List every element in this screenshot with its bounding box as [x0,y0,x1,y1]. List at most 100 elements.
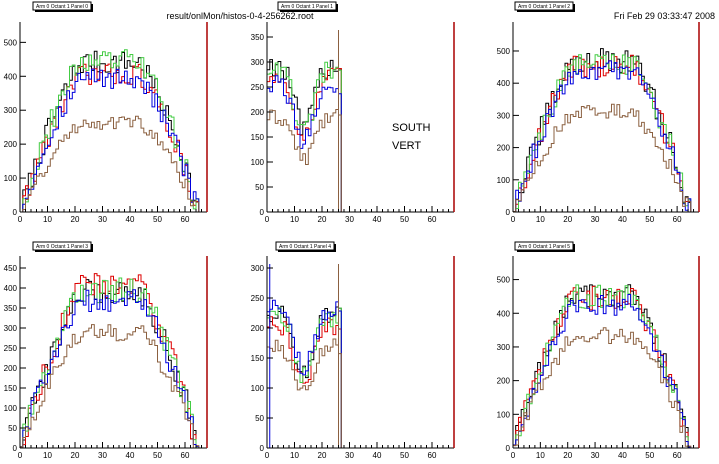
x-tick-label: 20 [318,215,327,224]
y-tick-label: 200 [4,140,18,149]
y-tick-label: 250 [251,294,265,303]
histogram-series-blue [266,75,342,212]
y-tick-label: 200 [497,144,511,153]
orientation-label: VERT [392,140,421,152]
y-tick-label: 100 [4,174,18,183]
y-tick-label: 100 [497,176,511,185]
histogram-series-black [20,50,200,213]
x-tick-label: 0 [265,451,270,460]
x-tick-label: 0 [511,451,516,460]
y-tick-label: 200 [251,324,265,333]
histogram-series-blue [19,289,200,448]
x-tick-label: 40 [373,215,382,224]
y-tick-label: 150 [251,354,265,363]
histogram-series-black [513,48,692,213]
y-tick-label: 400 [4,284,18,293]
x-tick-label: 50 [400,451,409,460]
histogram-series-green [512,54,692,213]
x-tick-label: 30 [98,215,107,224]
x-tick-label: 30 [591,451,600,460]
histogram-series-blue [512,60,692,212]
histogram-series-brown [20,115,200,213]
y-tick-label: 100 [251,158,265,167]
y-tick-label: 200 [4,364,18,373]
file-label: result/onlMon/histos-0-4-256262.root [166,11,314,21]
panel-title: Arm 0 Octant 1 Panel 2 [518,4,570,10]
x-tick-label: 60 [181,215,190,224]
x-tick-label: 40 [126,215,135,224]
panel-title: Arm 0 Octant 1 Panel 5 [518,244,570,250]
histogram-series-brown [19,324,200,449]
x-tick-label: 10 [536,451,545,460]
x-tick-label: 50 [645,451,654,460]
y-tick-label: 300 [4,106,18,115]
x-tick-label: 50 [400,215,409,224]
y-zero-label: 0 [13,444,18,453]
x-tick-label: 0 [511,215,516,224]
y-tick-label: 500 [497,47,511,56]
x-tick-label: 40 [126,451,135,460]
histogram-panel-1: Arm 0 Octant 1 Panel 1 0 10 20 30 40 50 60 0 50 10… [251,1,455,224]
x-tick-label: 10 [536,215,545,224]
x-tick-label: 20 [71,215,80,224]
panel-title-box [32,1,92,11]
y-zero-label: 0 [506,208,511,217]
y-tick-label: 100 [497,410,511,419]
histogram-panel-3: Arm 0 Octant 1 Panel 3 0 10 20 30 40 50 60 0 50 10… [4,241,208,460]
panel-title: Arm 0 Octant 1 Panel 4 [279,244,331,250]
datetime-label: Fri Feb 29 03:33:47 2008 [614,11,715,21]
x-tick-label: 0 [265,215,270,224]
panel-title-box [32,241,92,251]
x-tick-label: 10 [43,215,52,224]
y-tick-label: 400 [497,309,511,318]
y-zero-label: 0 [13,208,18,217]
y-tick-label: 200 [251,108,265,117]
x-tick-label: 50 [153,451,162,460]
y-tick-label: 150 [4,384,18,393]
x-tick-label: 30 [98,451,107,460]
histogram-panel-2: Arm 0 Octant 1 Panel 2 0 10 20 30 40 50 60 0 100 2… [497,1,700,224]
x-tick-label: 40 [618,215,627,224]
x-tick-label: 20 [71,451,80,460]
x-tick-label: 10 [290,451,299,460]
y-tick-label: 500 [497,276,511,285]
panel-title: Arm 0 Octant 1 Panel 1 [281,4,333,10]
y-tick-label: 250 [251,83,265,92]
panel-title: Arm 0 Octant 1 Panel 3 [36,244,88,250]
x-tick-label: 40 [618,451,627,460]
histogram-series-blue [20,68,200,213]
y-zero-label: 0 [260,208,265,217]
y-tick-label: 300 [497,343,511,352]
y-tick-label: 400 [4,72,18,81]
x-tick-label: 40 [373,451,382,460]
y-zero-label: 0 [260,444,265,453]
histogram-series-brown [266,338,342,448]
x-tick-label: 0 [18,215,23,224]
y-tick-label: 300 [4,324,18,333]
panel-title: Arm 0 Octant 1 Panel 0 [36,4,88,10]
histogram-series-brown [266,109,342,212]
x-tick-label: 20 [318,451,327,460]
x-tick-label: 30 [345,451,354,460]
histogram-series-red [19,273,199,449]
x-tick-label: 50 [645,215,654,224]
x-tick-label: 30 [591,215,600,224]
histogram-series-green [20,49,200,213]
x-tick-label: 30 [345,215,354,224]
x-tick-label: 60 [428,215,437,224]
y-tick-label: 400 [497,79,511,88]
histogram-series-blue [266,299,342,448]
histogram-series-brown [512,327,692,448]
y-tick-label: 450 [4,264,18,273]
side-label: SOUTH [392,122,431,134]
y-tick-label: 300 [251,264,265,273]
y-tick-label: 500 [4,38,18,47]
x-tick-label: 60 [428,451,437,460]
x-tick-label: 10 [43,451,52,460]
y-zero-label: 0 [506,444,511,453]
x-tick-label: 0 [18,451,23,460]
histogram-series-brown [512,103,692,212]
panel-title-box [277,1,337,11]
histogram-panel-4: Arm 0 Octant 1 Panel 4 0 10 20 30 40 50 60 0 50 10… [251,241,455,460]
y-tick-label: 300 [497,111,511,120]
